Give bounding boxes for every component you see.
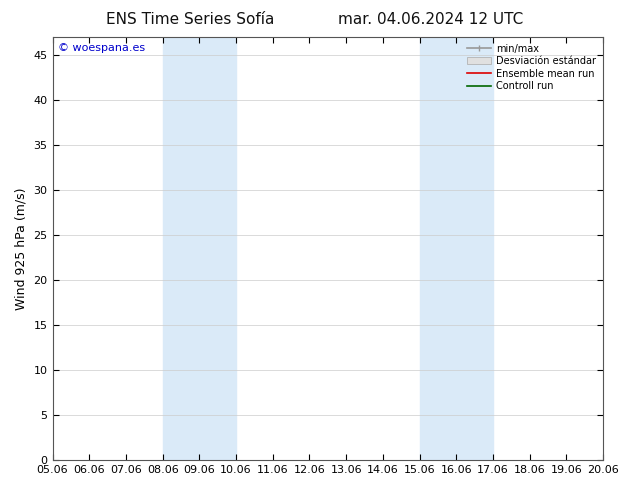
Bar [420, 37, 493, 460]
Bar [163, 37, 236, 460]
Legend: min/max, Desviación estándar, Ensemble mean run, Controll run: min/max, Desviación estándar, Ensemble m… [465, 42, 598, 93]
Text: © woespana.es: © woespana.es [58, 44, 145, 53]
Text: mar. 04.06.2024 12 UTC: mar. 04.06.2024 12 UTC [339, 12, 524, 27]
Y-axis label: Wind 925 hPa (m/s): Wind 925 hPa (m/s) [15, 187, 28, 310]
Text: ENS Time Series Sofía: ENS Time Series Sofía [106, 12, 275, 27]
